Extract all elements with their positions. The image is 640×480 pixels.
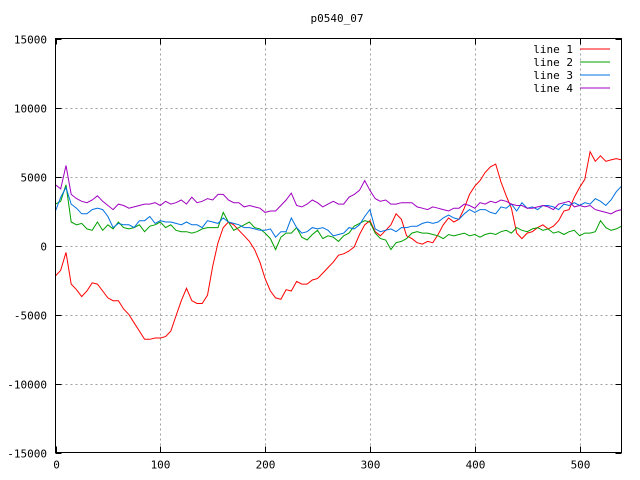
y-tick-label: 0	[40, 241, 47, 254]
y-tick-label: 15000	[14, 34, 47, 47]
legend-label: line 1	[533, 43, 573, 56]
y-tick-label: -15000	[7, 448, 47, 461]
chart-title: p0540_07	[311, 12, 364, 25]
y-tick-label: -5000	[14, 310, 47, 323]
series-line-3	[55, 185, 622, 239]
y-tick-label: 10000	[14, 103, 47, 116]
x-tick-label: 300	[361, 459, 381, 472]
legend-label: line 3	[533, 69, 573, 82]
series-line-4	[55, 165, 622, 215]
x-tick-label: 200	[256, 459, 276, 472]
y-tick-label: 5000	[21, 172, 48, 185]
y-tick-label: -10000	[7, 379, 47, 392]
legend-label: line 2	[533, 56, 573, 69]
legend-label: line 4	[533, 82, 573, 95]
series-line-1	[55, 150, 622, 340]
grid-lines	[55, 38, 622, 453]
x-tick-label: 400	[466, 459, 486, 472]
x-tick-label: 500	[571, 459, 591, 472]
plot-frame	[55, 38, 622, 453]
axis-ticks: 15000 10000 5000 0 -5000 -10000 -15000 0 100 200 3…	[7, 34, 622, 472]
series-line-2	[55, 184, 622, 251]
series-lines	[55, 150, 622, 340]
x-tick-label: 0	[53, 459, 60, 472]
x-tick-label: 100	[151, 459, 171, 472]
